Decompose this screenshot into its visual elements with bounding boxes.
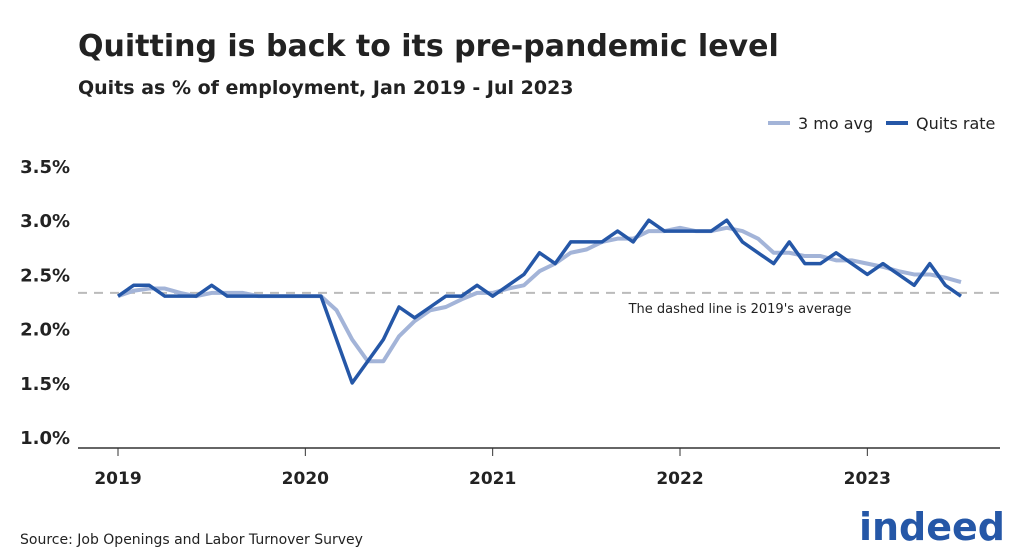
x-tick-label: 2022 [656,469,703,489]
x-tick-label: 2019 [94,469,141,489]
y-tick-label: 1.5% [20,374,70,395]
line [117,218,962,385]
x-tick-label: 2020 [282,469,329,489]
chart-title: Quitting is back to its pre-pandemic lev… [78,29,779,64]
y-tick-label: 2.0% [20,320,70,341]
x-tick-label: 2021 [469,469,516,489]
legend-label: 3 mo avg [798,114,873,133]
y-tick-label: 3.5% [20,157,70,178]
logo: indeed [859,505,1005,549]
y-tick-label: 1.0% [20,428,70,449]
annotation: The dashed line is 2019's average [628,302,852,317]
y-tick-label: 3.0% [20,211,70,232]
x-tick-label: 2023 [844,469,891,489]
legend-label: Quits rate [916,114,995,133]
source: Source: Job Openings and Labor Turnover … [20,532,363,548]
chart-subtitle: Quits as % of employment, Jan 2019 - Jul… [78,77,574,99]
y-tick-label: 2.5% [20,265,70,286]
